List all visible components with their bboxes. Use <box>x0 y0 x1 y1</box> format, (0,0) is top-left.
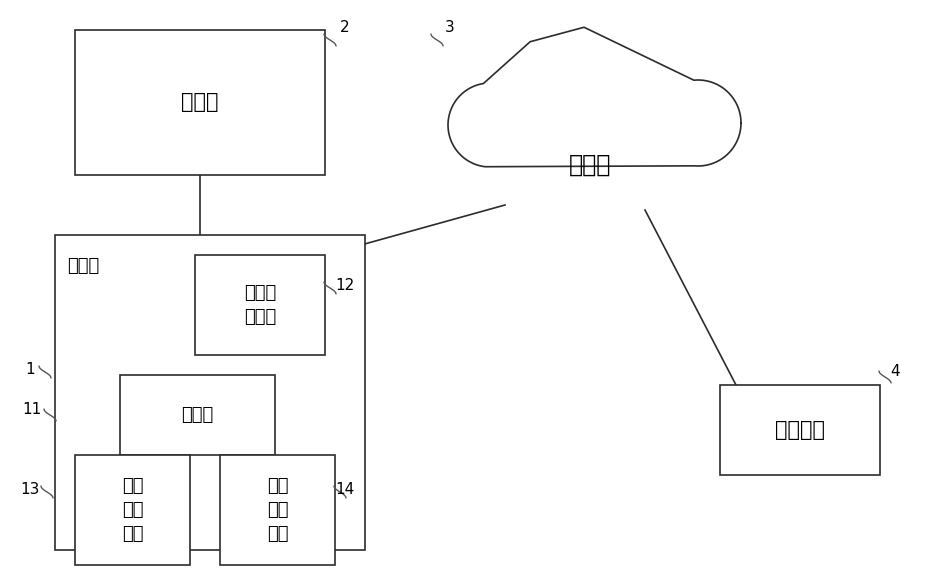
Text: 室外机: 室外机 <box>181 93 219 113</box>
Bar <box>75 30 325 175</box>
Text: 11: 11 <box>23 403 41 417</box>
Text: 13: 13 <box>21 482 39 498</box>
Text: 转速
采集
模块: 转速 采集 模块 <box>266 478 288 543</box>
Text: 云平台: 云平台 <box>568 153 612 177</box>
Text: 功率
采集
模块: 功率 采集 模块 <box>122 478 144 543</box>
Text: 3: 3 <box>446 21 455 36</box>
Bar <box>720 385 880 475</box>
Bar <box>75 455 190 565</box>
Bar <box>120 375 275 455</box>
Text: 1: 1 <box>25 363 35 377</box>
Text: 控制器: 控制器 <box>181 406 214 424</box>
Text: 14: 14 <box>336 482 355 498</box>
Bar <box>55 235 365 550</box>
Text: 12: 12 <box>336 278 355 292</box>
Bar <box>195 255 325 355</box>
Text: 移动终端: 移动终端 <box>775 420 825 440</box>
Text: 2: 2 <box>340 21 350 36</box>
Bar <box>220 455 335 565</box>
Text: 第一通
信模块: 第一通 信模块 <box>244 284 276 326</box>
Text: 室内机: 室内机 <box>67 257 99 275</box>
Text: 4: 4 <box>890 364 900 380</box>
Polygon shape <box>448 28 741 167</box>
